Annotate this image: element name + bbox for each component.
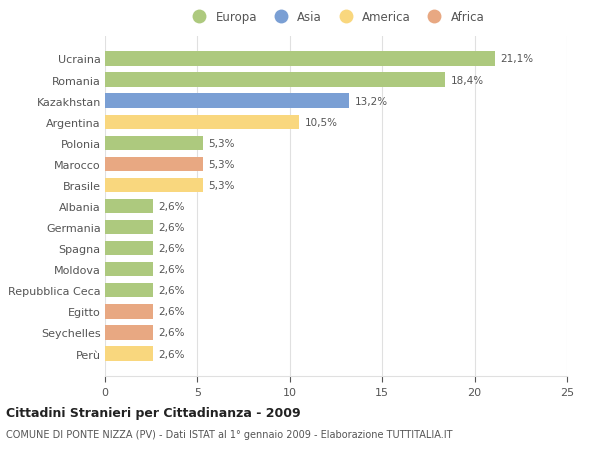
Text: 2,6%: 2,6% [158,202,185,212]
Legend: Europa, Asia, America, Africa: Europa, Asia, America, Africa [187,11,485,24]
Bar [105,305,153,319]
Bar [105,241,153,256]
Text: 18,4%: 18,4% [451,75,484,85]
Bar [105,94,349,108]
Text: COMUNE DI PONTE NIZZA (PV) - Dati ISTAT al 1° gennaio 2009 - Elaborazione TUTTIT: COMUNE DI PONTE NIZZA (PV) - Dati ISTAT … [6,429,452,439]
Text: 2,6%: 2,6% [158,285,185,296]
Text: 2,6%: 2,6% [158,307,185,317]
Bar [105,220,153,235]
Bar [105,115,299,129]
Text: 5,3%: 5,3% [208,139,235,148]
Bar [105,136,203,151]
Text: 2,6%: 2,6% [158,265,185,274]
Text: 5,3%: 5,3% [208,180,235,190]
Bar [105,199,153,214]
Bar [105,179,203,193]
Text: 2,6%: 2,6% [158,349,185,359]
Text: 2,6%: 2,6% [158,244,185,254]
Text: 2,6%: 2,6% [158,223,185,233]
Bar [105,347,153,361]
Bar [105,263,153,277]
Bar [105,325,153,340]
Bar [105,73,445,88]
Text: 13,2%: 13,2% [355,96,388,106]
Bar [105,157,203,172]
Bar [105,52,495,67]
Text: Cittadini Stranieri per Cittadinanza - 2009: Cittadini Stranieri per Cittadinanza - 2… [6,406,301,419]
Text: 10,5%: 10,5% [305,118,338,128]
Text: 5,3%: 5,3% [208,159,235,169]
Text: 2,6%: 2,6% [158,328,185,338]
Text: 21,1%: 21,1% [500,54,533,64]
Bar [105,284,153,298]
